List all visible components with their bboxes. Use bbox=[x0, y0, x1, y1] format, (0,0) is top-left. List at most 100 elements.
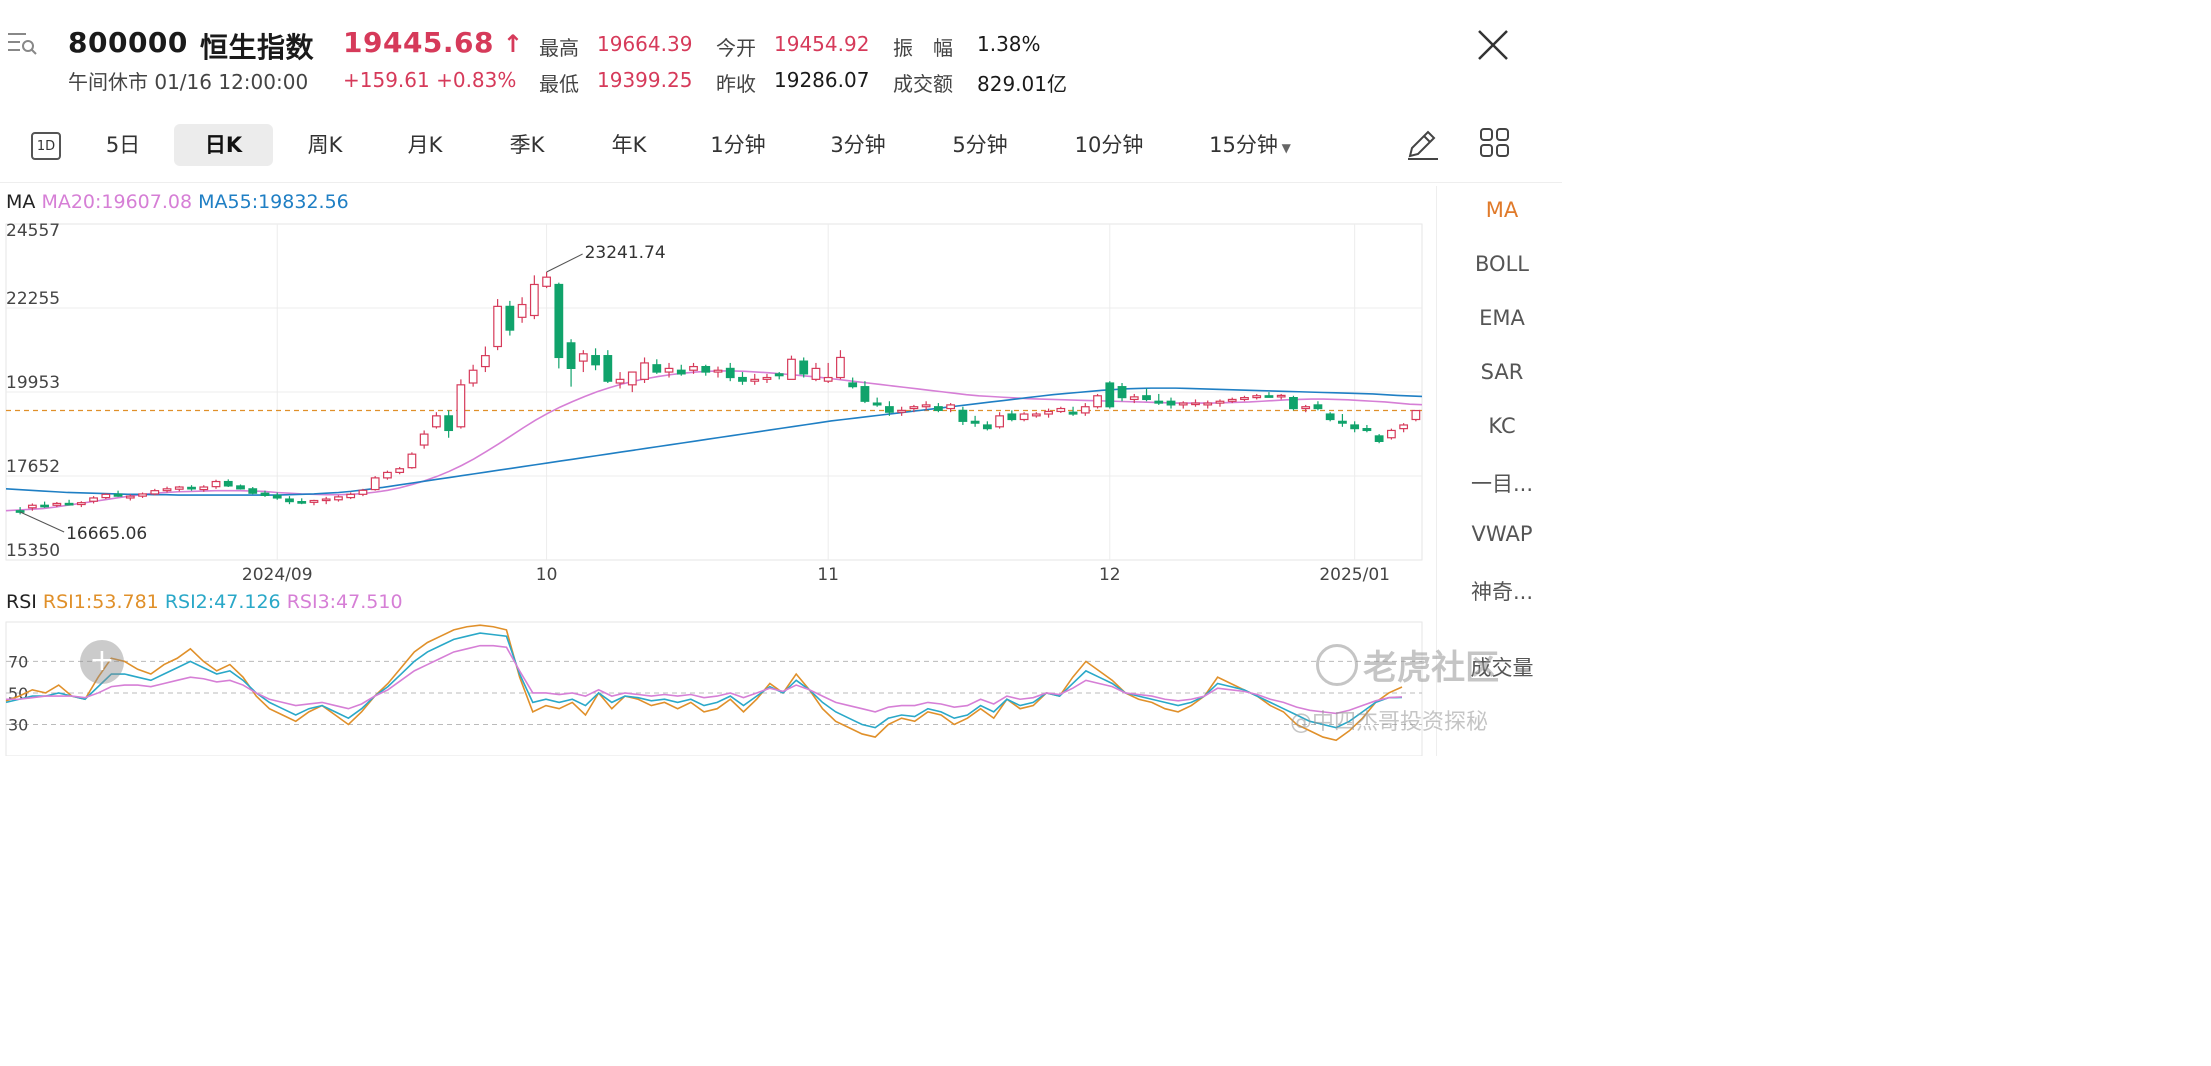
stat-label-low: 最低 bbox=[539, 72, 579, 96]
candle-up bbox=[407, 453, 417, 469]
candle-up bbox=[1044, 410, 1053, 415]
candle-down bbox=[848, 382, 858, 388]
menu-icon[interactable] bbox=[6, 28, 38, 58]
candle-up bbox=[211, 480, 221, 488]
sidebar-item-magic[interactable]: 神奇... bbox=[1470, 580, 1534, 604]
candle-down bbox=[236, 485, 245, 490]
candle-up bbox=[995, 415, 1004, 428]
x-tick-label: 12 bbox=[1099, 565, 1121, 585]
candle-down bbox=[1105, 382, 1115, 408]
candle-up bbox=[383, 471, 392, 479]
stat-value-amplitude: 1.38% bbox=[977, 32, 1041, 56]
tab-1d[interactable]: 1D bbox=[30, 124, 62, 166]
tab-1min[interactable]: 1分钟 bbox=[710, 133, 766, 157]
candle-up bbox=[909, 406, 919, 410]
candle-up bbox=[542, 276, 551, 287]
stat-value-high: 19664.39 bbox=[597, 32, 693, 56]
candle-up bbox=[138, 493, 147, 497]
candle-down bbox=[958, 409, 968, 422]
grid-layout-icon[interactable] bbox=[1478, 126, 1512, 160]
candle-up bbox=[921, 404, 931, 408]
candle-up bbox=[89, 497, 98, 502]
candle-up bbox=[1203, 402, 1213, 406]
draw-pen-icon[interactable] bbox=[1404, 126, 1440, 162]
candle-up bbox=[456, 384, 466, 428]
candle-down bbox=[1374, 435, 1384, 442]
tab-quarterly-k[interactable]: 季K bbox=[509, 133, 545, 157]
add-indicator-icon[interactable]: + bbox=[80, 640, 124, 684]
candle-down bbox=[591, 355, 600, 366]
sidebar-item-sar[interactable]: SAR bbox=[1480, 360, 1524, 384]
candle-down bbox=[40, 504, 50, 508]
candle-up bbox=[1129, 396, 1139, 401]
sidebar-item-ema[interactable]: EMA bbox=[1479, 306, 1525, 330]
candle-up bbox=[1386, 429, 1396, 439]
indicator-sidebar: MA BOLL EMA SAR KC 一目... VWAP 神奇... 成交量 bbox=[1436, 186, 1562, 756]
tab-1d-label: 1D bbox=[31, 132, 61, 160]
candle-down bbox=[676, 369, 686, 375]
tab-weekly-k[interactable]: 周K bbox=[307, 133, 343, 157]
candle-down bbox=[603, 355, 613, 382]
candle-down bbox=[860, 386, 870, 402]
candle-down bbox=[1325, 413, 1335, 421]
low-annotation-leader bbox=[19, 511, 65, 533]
candle-up bbox=[174, 486, 184, 490]
candle-up bbox=[1191, 402, 1200, 406]
rsi-tick-label: 30 bbox=[8, 715, 28, 734]
tab-divider bbox=[0, 182, 1562, 183]
rsi3-legend: RSI3:47.510 bbox=[286, 591, 403, 613]
candle-down bbox=[885, 406, 894, 413]
sidebar-item-boll[interactable]: BOLL bbox=[1475, 252, 1529, 276]
close-icon[interactable] bbox=[1476, 28, 1510, 62]
candle-up bbox=[1215, 400, 1225, 404]
candle-up bbox=[1178, 402, 1188, 406]
candle-up bbox=[713, 369, 723, 373]
up-arrow-icon: ↑ bbox=[494, 30, 524, 58]
candle-down bbox=[725, 367, 735, 379]
candle-up bbox=[1399, 424, 1409, 430]
sidebar-item-ma[interactable]: MA bbox=[1485, 198, 1519, 222]
candle-up bbox=[1301, 406, 1311, 410]
tab-5day[interactable]: 5日 bbox=[105, 133, 141, 157]
sidebar-item-kc[interactable]: KC bbox=[1488, 414, 1516, 438]
candle-down bbox=[566, 342, 576, 370]
low-annotation-label: 16665.06 bbox=[66, 524, 147, 544]
candle-up bbox=[640, 362, 649, 380]
candle-up bbox=[162, 488, 172, 492]
candle-up bbox=[1019, 413, 1029, 421]
candle-up bbox=[480, 355, 490, 368]
candle-down bbox=[933, 406, 943, 411]
candlestick-chart[interactable]: 24557 22255 19953 17652 15350 2024/09 10 11 12 20… bbox=[0, 214, 1430, 590]
candle-up bbox=[627, 371, 637, 386]
tab-daily-k[interactable]: 日K bbox=[174, 124, 273, 166]
candle-up bbox=[370, 477, 380, 491]
tab-10min[interactable]: 10分钟 bbox=[1074, 133, 1144, 157]
tab-15min[interactable]: 15分钟 ▼ bbox=[1198, 124, 1302, 166]
sidebar-item-ichimoku[interactable]: 一目... bbox=[1470, 472, 1534, 496]
candle-up bbox=[493, 305, 503, 348]
x-tick-label: 11 bbox=[817, 565, 839, 585]
candle-up bbox=[76, 502, 86, 506]
ma55-line bbox=[5, 387, 1423, 496]
rsi2-legend: RSI2:47.126 bbox=[164, 591, 281, 613]
candle-up bbox=[309, 499, 319, 503]
candle-up bbox=[334, 496, 343, 501]
candle-down bbox=[774, 373, 784, 377]
candle-up bbox=[1227, 398, 1237, 402]
tab-monthly-k[interactable]: 月K bbox=[407, 133, 443, 157]
tab-5min[interactable]: 5分钟 bbox=[952, 133, 1008, 157]
sidebar-item-volume[interactable]: 成交量 bbox=[1470, 656, 1534, 680]
ma55-legend: MA55:19832.56 bbox=[198, 191, 349, 213]
sidebar-item-vwap[interactable]: VWAP bbox=[1471, 522, 1533, 546]
tab-3min[interactable]: 3分钟 bbox=[830, 133, 886, 157]
ma-legend: MA MA20:19607.08 MA55:19832.56 bbox=[6, 191, 349, 213]
candle-up bbox=[836, 356, 845, 379]
candle-down bbox=[1289, 397, 1298, 410]
tab-15min-label: 15分钟 bbox=[1209, 133, 1278, 157]
candle-up bbox=[1411, 409, 1421, 421]
candle-down bbox=[1142, 395, 1151, 401]
candle-up bbox=[823, 376, 833, 382]
tab-yearly-k[interactable]: 年K bbox=[611, 133, 647, 157]
candle-up bbox=[787, 358, 796, 380]
